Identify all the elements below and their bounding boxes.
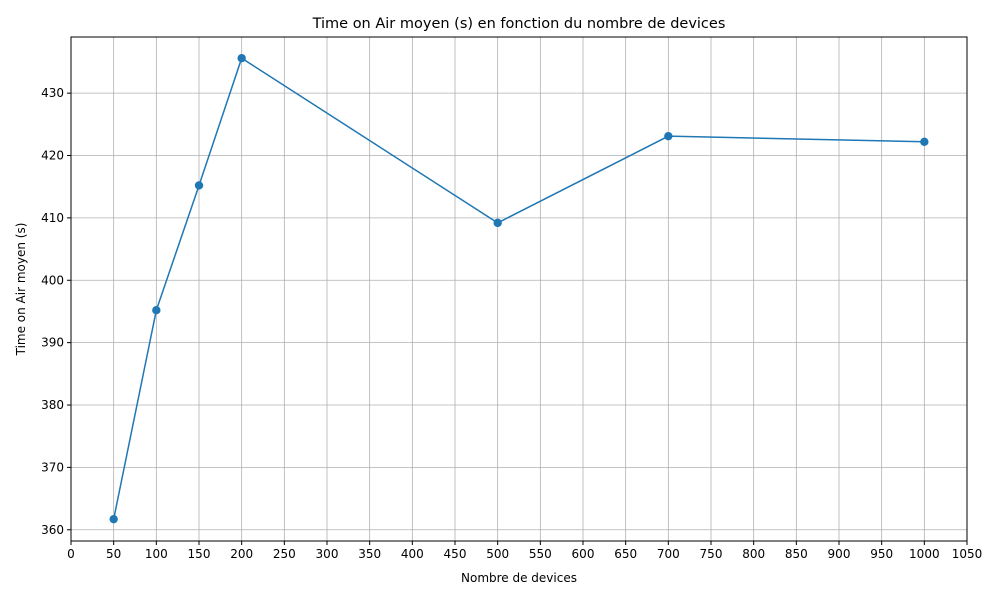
x-tick-label: 450 — [444, 547, 467, 561]
x-tick-label: 350 — [358, 547, 381, 561]
y-axis-ticks: 360 370 380 390 400 410 420 430 — [41, 86, 71, 537]
y-axis-label: Time on Air moyen (s) — [14, 223, 28, 357]
series-layer — [109, 54, 929, 524]
x-tick-label: 800 — [742, 547, 765, 561]
x-axis-ticks: 0 50 100 150 200 250 300 350 400 450 500 550 600 650 7… — [67, 541, 982, 561]
x-tick-label: 1000 — [909, 547, 940, 561]
x-tick-label: 650 — [614, 547, 637, 561]
y-tick-label: 360 — [41, 523, 64, 537]
x-tick-label: 600 — [572, 547, 595, 561]
x-tick-label: 700 — [657, 547, 680, 561]
x-tick-label: 50 — [106, 547, 121, 561]
data-point — [194, 181, 204, 190]
x-tick-label: 900 — [828, 547, 851, 561]
grid-lines — [70, 37, 968, 541]
y-tick-label: 390 — [41, 336, 64, 350]
y-tick-label: 370 — [41, 460, 64, 474]
x-tick-label: 850 — [785, 547, 808, 561]
y-tick-label: 400 — [41, 273, 64, 287]
plot-frame — [70, 36, 968, 542]
data-point — [920, 137, 929, 146]
x-tick-label: 550 — [529, 547, 552, 561]
x-tick-label: 200 — [230, 547, 253, 561]
data-point — [664, 131, 673, 141]
y-tick-label: 430 — [41, 86, 64, 100]
y-tick-label: 410 — [41, 211, 64, 225]
x-tick-label: 500 — [486, 547, 509, 561]
chart-title: Time on Air moyen (s) en fonction du nom… — [312, 16, 726, 32]
x-tick-label: 150 — [188, 547, 211, 561]
x-tick-label: 300 — [316, 547, 339, 561]
x-axis-label: Nombre de devices — [461, 571, 577, 585]
data-point — [237, 54, 246, 63]
data-point — [152, 306, 161, 315]
x-tick-label: 400 — [401, 547, 424, 561]
y-tick-label: 380 — [41, 398, 64, 412]
x-tick-label: 100 — [145, 547, 168, 561]
x-tick-label: 1050 — [952, 547, 983, 561]
x-tick-label: 250 — [273, 547, 296, 561]
x-tick-label: 0 — [67, 547, 75, 561]
x-tick-label: 950 — [870, 547, 893, 561]
y-tick-label: 420 — [41, 149, 64, 163]
data-point — [109, 514, 118, 524]
data-point — [493, 218, 502, 228]
x-tick-label: 750 — [700, 547, 723, 561]
